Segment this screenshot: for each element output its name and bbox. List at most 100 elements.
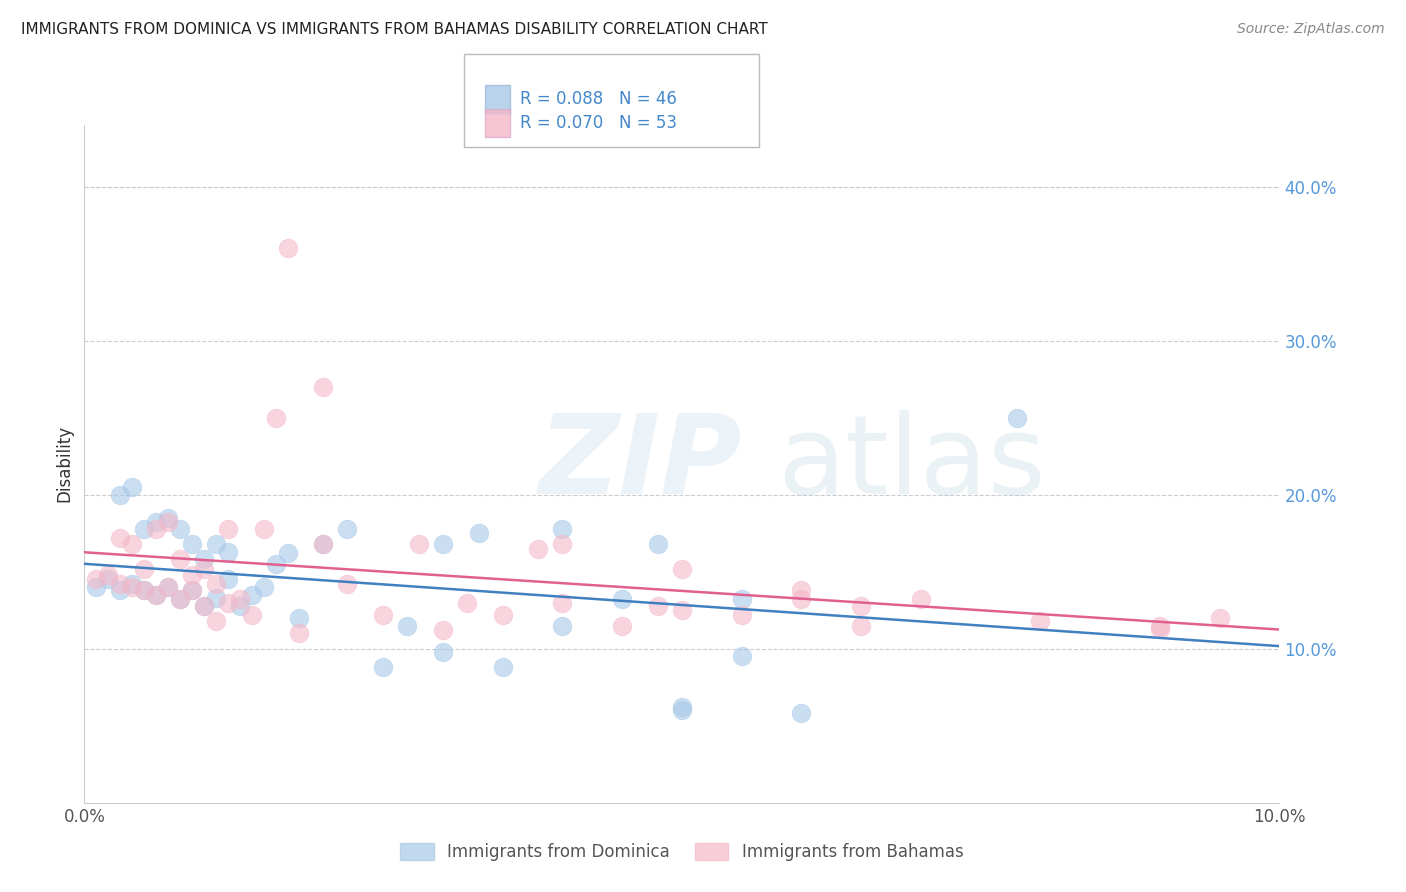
Point [193,599,215,613]
Point [205,614,228,628]
Point [181,567,204,582]
Point [193,561,215,575]
Point [492,660,515,674]
Point [132,583,156,598]
Point [264,557,287,571]
Point [205,591,228,605]
Point [169,552,191,566]
Point [86,580,108,594]
Point [492,607,515,622]
Point [312,537,335,551]
Y-axis label: Disability: Disability [55,425,73,502]
Point [110,531,132,545]
Point [288,611,311,625]
Point [169,592,191,607]
Point [551,537,574,551]
Point [432,645,454,659]
Point [671,703,693,717]
Point [288,626,311,640]
Point [240,607,263,622]
Point [110,577,132,591]
Point [1029,614,1052,628]
Point [671,561,693,575]
Point [647,537,669,551]
Point [1149,618,1171,632]
Point [121,480,143,494]
Point [851,618,873,632]
Point [612,592,634,607]
Point [86,573,108,587]
Point [432,624,454,638]
Point [551,522,574,536]
Point [647,599,669,613]
Point [97,567,120,582]
Point [181,537,204,551]
Point [336,522,359,536]
Point [217,544,239,558]
Point [671,603,693,617]
Point [277,241,299,255]
Point [193,599,215,613]
Point [217,595,239,609]
Point [132,583,156,598]
Point [169,592,191,607]
Point [145,522,167,536]
Point [790,706,813,721]
Point [910,592,932,607]
Point [110,488,132,502]
Point [527,541,550,556]
Point [408,537,430,551]
Point [1149,622,1171,636]
Point [157,510,180,524]
Point [121,537,143,551]
Point [97,573,120,587]
Point [551,618,574,632]
Text: IMMIGRANTS FROM DOMINICA VS IMMIGRANTS FROM BAHAMAS DISABILITY CORRELATION CHART: IMMIGRANTS FROM DOMINICA VS IMMIGRANTS F… [21,22,768,37]
Point [217,522,239,536]
Point [432,537,454,551]
Point [205,537,228,551]
Text: Source: ZipAtlas.com: Source: ZipAtlas.com [1237,22,1385,37]
Point [373,607,395,622]
Point [240,588,263,602]
Point [312,537,335,551]
Point [205,577,228,591]
Point [468,526,491,541]
Point [336,577,359,591]
Legend: Immigrants from Dominica, Immigrants from Bahamas: Immigrants from Dominica, Immigrants fro… [392,834,972,869]
Point [121,577,143,591]
Point [851,599,873,613]
Point [132,561,156,575]
Text: ZIP: ZIP [538,410,742,517]
Point [731,592,754,607]
Point [181,583,204,598]
Point [145,516,167,530]
Point [169,522,191,536]
Point [277,546,299,560]
Point [373,660,395,674]
Point [145,588,167,602]
Point [790,583,813,598]
Point [731,607,754,622]
Text: atlas: atlas [778,410,1046,517]
Point [456,595,478,609]
Point [253,580,276,594]
Point [731,649,754,664]
Text: R = 0.088   N = 46: R = 0.088 N = 46 [520,90,678,108]
Point [1005,410,1028,425]
Point [217,573,239,587]
Point [110,583,132,598]
Point [1209,611,1232,625]
Point [312,380,335,394]
Point [551,595,574,609]
Point [157,580,180,594]
Point [612,618,634,632]
Point [193,552,215,566]
Point [253,522,276,536]
Point [121,580,143,594]
Point [228,599,252,613]
Point [228,592,252,607]
Point [181,583,204,598]
Point [671,700,693,714]
Point [264,410,287,425]
